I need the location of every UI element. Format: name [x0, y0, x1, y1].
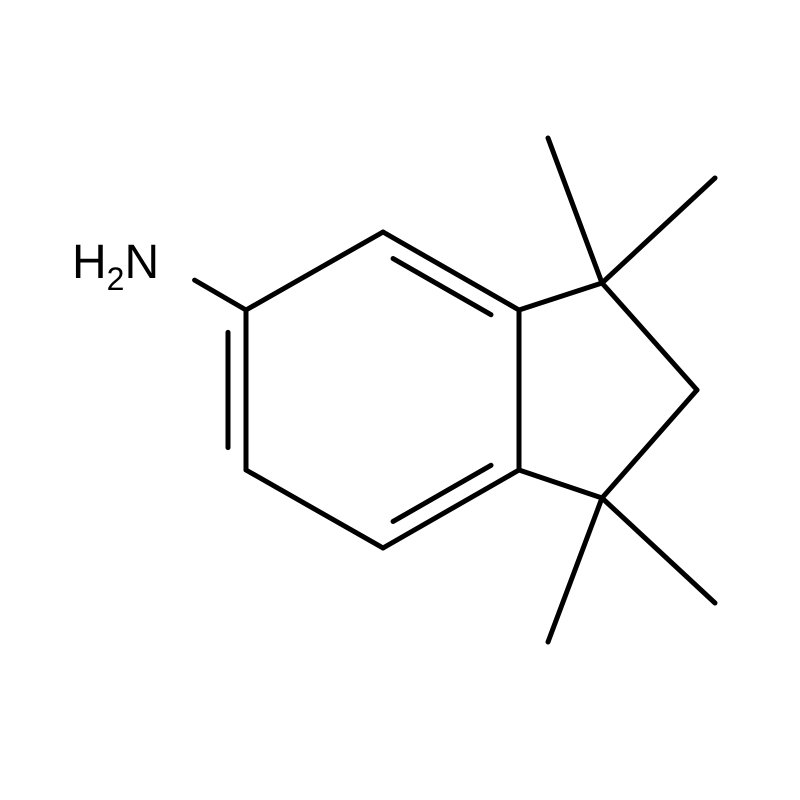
molecule-diagram: H2N	[0, 0, 800, 800]
